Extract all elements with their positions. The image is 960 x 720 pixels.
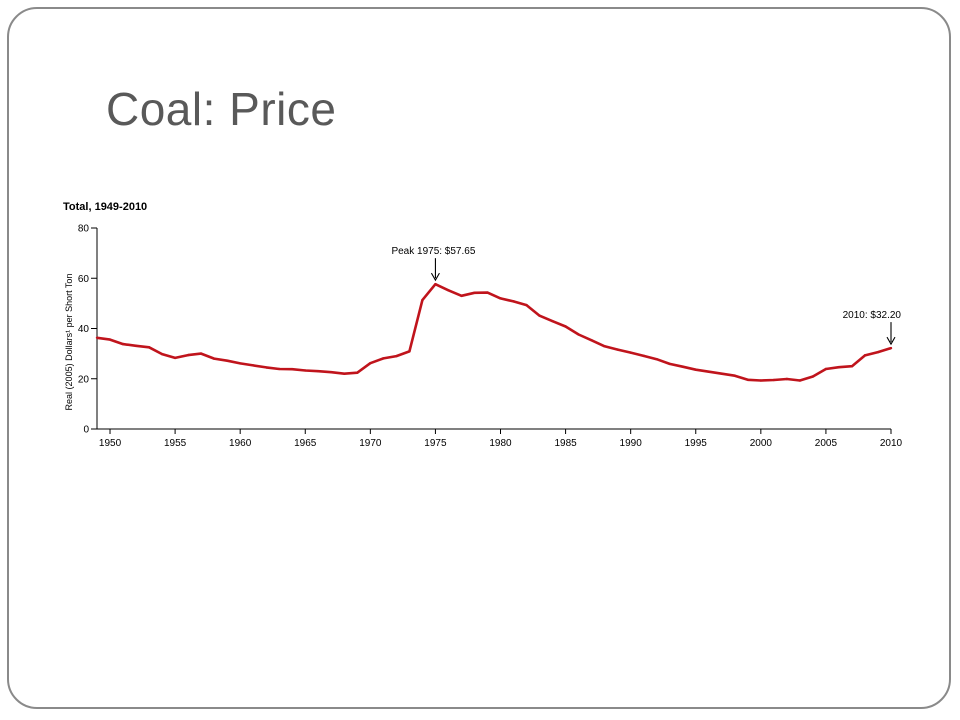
data-point bbox=[642, 354, 645, 358]
data-point bbox=[212, 357, 216, 360]
x-tick-label: 1990 bbox=[620, 438, 643, 449]
x-tick-label: 1995 bbox=[685, 438, 708, 449]
x-tick-label: 1950 bbox=[99, 438, 122, 449]
data-point bbox=[746, 378, 750, 381]
chart-title: Total, 1949-2010 bbox=[63, 201, 147, 213]
slide-frame bbox=[7, 7, 951, 709]
data-point bbox=[525, 303, 528, 307]
data-point bbox=[460, 294, 463, 298]
data-point bbox=[863, 354, 867, 357]
data-point bbox=[343, 372, 346, 375]
data-point bbox=[499, 297, 502, 300]
data-point bbox=[798, 379, 802, 382]
data-point bbox=[291, 368, 294, 371]
x-axis-ticks: 1950 1955 1960 1965 1970 1975 1980 1985 1990 1995… bbox=[99, 429, 903, 449]
data-point bbox=[330, 371, 333, 374]
data-point bbox=[486, 291, 489, 294]
data-point bbox=[382, 357, 385, 360]
y-axis-label: Real (2005) Dollars¹ per Short Ton bbox=[64, 274, 74, 411]
data-point bbox=[265, 366, 268, 369]
series-points bbox=[95, 282, 893, 382]
data-point bbox=[95, 336, 99, 339]
annotation-arrowhead bbox=[886, 336, 896, 346]
data-point bbox=[564, 325, 567, 328]
data-point bbox=[238, 362, 242, 365]
y-tick-label: 80 bbox=[78, 224, 90, 235]
data-point bbox=[616, 348, 619, 351]
x-tick-label: 1955 bbox=[164, 438, 187, 449]
x-tick-label: 1970 bbox=[359, 438, 382, 449]
x-tick-label: 2005 bbox=[815, 438, 838, 449]
data-point bbox=[434, 282, 437, 286]
data-point bbox=[134, 344, 138, 348]
data-point bbox=[707, 370, 710, 373]
data-point bbox=[317, 370, 320, 373]
data-point bbox=[186, 353, 190, 357]
data-point bbox=[850, 364, 854, 368]
data-point bbox=[889, 346, 893, 350]
x-tick-label: 1975 bbox=[424, 438, 447, 449]
y-tick-label: 0 bbox=[83, 425, 89, 436]
annotation-label: 2010: $32.20 bbox=[843, 310, 902, 321]
x-tick-label: 1965 bbox=[294, 438, 317, 449]
data-point bbox=[655, 357, 658, 361]
y-tick-label: 40 bbox=[78, 324, 90, 335]
data-point bbox=[629, 351, 632, 354]
data-point bbox=[681, 365, 684, 368]
data-point bbox=[108, 338, 112, 341]
data-point bbox=[173, 356, 177, 360]
annotation-label: Peak 1975: $57.65 bbox=[391, 246, 475, 257]
x-tick-label: 1985 bbox=[554, 438, 577, 449]
y-tick-label: 20 bbox=[78, 374, 90, 385]
data-point bbox=[473, 291, 476, 295]
data-point bbox=[590, 339, 593, 342]
data-point bbox=[251, 364, 255, 367]
price-series-line bbox=[96, 282, 892, 382]
data-point bbox=[512, 300, 515, 303]
x-tick-label: 1960 bbox=[229, 438, 252, 449]
data-point bbox=[759, 379, 763, 382]
data-point bbox=[811, 375, 815, 378]
data-point bbox=[772, 378, 776, 382]
data-point bbox=[447, 289, 450, 292]
y-axis-ticks: 0 20 40 60 80 bbox=[78, 224, 97, 436]
data-point bbox=[551, 320, 554, 323]
data-point bbox=[603, 345, 606, 348]
data-point bbox=[837, 365, 841, 369]
data-point bbox=[199, 352, 203, 355]
slide-title: Coal: Price bbox=[106, 83, 337, 135]
data-point bbox=[785, 377, 789, 381]
data-point bbox=[733, 374, 737, 377]
data-point bbox=[824, 367, 828, 371]
data-point bbox=[408, 350, 411, 353]
data-point bbox=[577, 333, 580, 336]
data-point bbox=[538, 314, 541, 317]
y-tick-label: 60 bbox=[78, 274, 90, 285]
data-point bbox=[395, 354, 398, 358]
data-point bbox=[121, 342, 125, 346]
data-point bbox=[356, 371, 359, 374]
data-point bbox=[720, 372, 723, 375]
annotation-arrowhead bbox=[430, 272, 440, 282]
x-tick-label: 2010 bbox=[880, 438, 903, 449]
data-point bbox=[147, 346, 151, 349]
data-point bbox=[278, 367, 281, 371]
data-point bbox=[668, 362, 671, 366]
data-point bbox=[694, 368, 697, 371]
data-point bbox=[876, 350, 880, 354]
annotations: Peak 1975: $57.65 2010: $32.20 bbox=[391, 246, 902, 346]
x-tick-label: 1980 bbox=[489, 438, 512, 449]
data-point bbox=[225, 359, 229, 362]
x-tick-label: 2000 bbox=[750, 438, 773, 449]
data-point bbox=[304, 369, 307, 372]
data-point bbox=[160, 352, 164, 356]
data-point bbox=[369, 361, 372, 365]
data-point bbox=[421, 298, 424, 302]
